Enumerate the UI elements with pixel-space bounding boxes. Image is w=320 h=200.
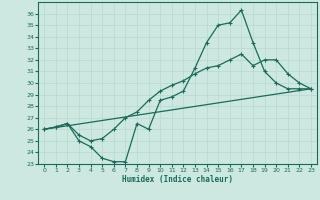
X-axis label: Humidex (Indice chaleur): Humidex (Indice chaleur) <box>122 175 233 184</box>
